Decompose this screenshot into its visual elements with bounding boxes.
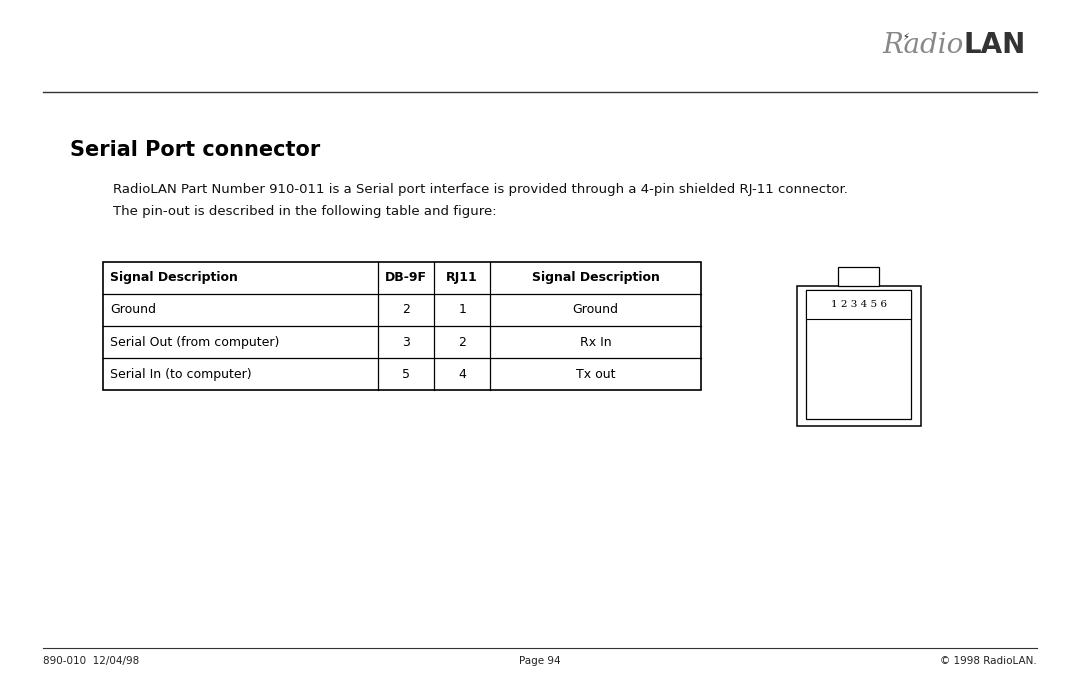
Text: Tx out: Tx out bbox=[576, 368, 616, 380]
Bar bbox=[838, 267, 879, 286]
Text: 4: 4 bbox=[458, 368, 467, 380]
Bar bbox=[103, 262, 701, 390]
Text: © 1998 RadioLAN.: © 1998 RadioLAN. bbox=[940, 656, 1037, 666]
Bar bbox=[806, 290, 912, 319]
Text: Rx In: Rx In bbox=[580, 336, 611, 348]
Text: RJ11: RJ11 bbox=[446, 272, 478, 284]
Bar bbox=[797, 286, 920, 426]
Text: Signal Description: Signal Description bbox=[110, 272, 238, 284]
Text: 1: 1 bbox=[458, 304, 467, 316]
Text: 890-010  12/04/98: 890-010 12/04/98 bbox=[43, 656, 139, 666]
Text: LAN: LAN bbox=[963, 31, 1026, 59]
Bar bbox=[806, 290, 912, 419]
Text: 2: 2 bbox=[458, 336, 467, 348]
Text: Page 94: Page 94 bbox=[519, 656, 561, 666]
Text: The pin-out is described in the following table and figure:: The pin-out is described in the followin… bbox=[113, 205, 497, 218]
Text: Serial Port connector: Serial Port connector bbox=[70, 140, 321, 160]
Text: 1 2 3 4 5 6: 1 2 3 4 5 6 bbox=[831, 300, 887, 309]
Text: Serial In (to computer): Serial In (to computer) bbox=[110, 368, 252, 380]
Text: Radio: Radio bbox=[882, 32, 963, 59]
Text: Ground: Ground bbox=[572, 304, 619, 316]
Text: 5: 5 bbox=[402, 368, 410, 380]
Text: DB-9F: DB-9F bbox=[386, 272, 427, 284]
Text: Signal Description: Signal Description bbox=[531, 272, 660, 284]
Text: Ground: Ground bbox=[110, 304, 157, 316]
Text: ⚡: ⚡ bbox=[903, 32, 909, 42]
Text: 3: 3 bbox=[402, 336, 410, 348]
Text: 2: 2 bbox=[402, 304, 410, 316]
Text: RadioLAN Part Number 910-011 is a Serial port interface is provided through a 4-: RadioLAN Part Number 910-011 is a Serial… bbox=[113, 183, 848, 196]
Text: Serial Out (from computer): Serial Out (from computer) bbox=[110, 336, 280, 348]
